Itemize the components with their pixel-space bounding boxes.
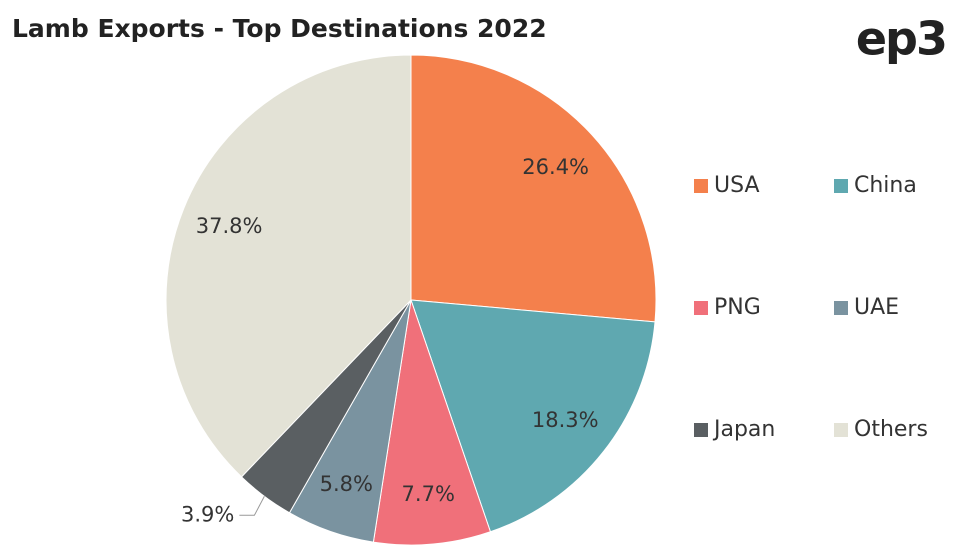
legend-swatch [694, 423, 708, 437]
logo: ep3 [856, 12, 946, 66]
legend-label: USA [714, 173, 760, 198]
legend-swatch [834, 179, 848, 193]
legend-label: Japan [712, 417, 775, 442]
legend-label: Others [854, 417, 928, 442]
data-label: 3.9% [181, 502, 234, 526]
chart-title: Lamb Exports - Top Destinations 2022 [12, 14, 547, 43]
legend-label: PNG [714, 295, 761, 320]
pie-slice [372, 299, 492, 546]
pie-slice [410, 54, 657, 323]
legend-label: China [854, 173, 917, 198]
leader-line [239, 496, 265, 516]
legend-swatch [834, 301, 848, 315]
data-label: 26.4% [522, 155, 589, 179]
pie-slice [165, 54, 412, 478]
data-label: 5.8% [320, 472, 373, 496]
legend-label: UAE [854, 295, 899, 320]
data-label: 18.3% [532, 408, 599, 432]
legend-swatch [694, 179, 708, 193]
pie-slice [410, 299, 656, 533]
data-label: 37.8% [196, 214, 263, 238]
legend-swatch [834, 423, 848, 437]
data-label: 7.7% [402, 482, 455, 506]
legend-swatch [694, 301, 708, 315]
